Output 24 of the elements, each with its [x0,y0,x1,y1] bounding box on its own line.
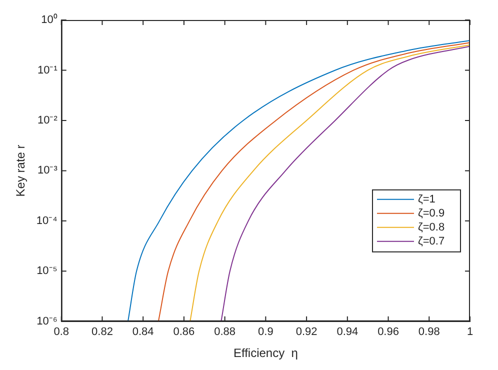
y-tick-label: 10⁻⁴ [36,214,58,227]
y-tick-label: 10⁻⁶ [36,315,58,328]
x-tick-label: 0.94 [336,326,358,338]
x-tick-label: 0.96 [378,326,399,338]
x-tick-label: 0.88 [214,326,236,338]
x-tick-label: 0.86 [173,326,195,338]
y-tick-label: 10⁻² [37,114,58,126]
x-axis-title: Efficiency η [233,346,298,360]
y-tick-label: 10⁻³ [37,164,58,177]
y-axis-title: Key rate r [14,144,28,197]
x-tick-label: 0.9 [258,326,274,338]
x-tick-label: 0.8 [54,326,70,338]
legend-label: ζ=0.9 [418,207,445,220]
y-tick-label: 10⁰ [41,13,58,26]
legend-label: ζ=0.8 [418,221,445,234]
legend-label: ζ=1 [418,193,436,206]
x-tick-label: 0.98 [418,326,440,338]
x-tick-label: 0.92 [296,326,318,338]
y-tick-label: 10⁻¹ [37,64,58,76]
legend-label: ζ=0.7 [418,235,445,248]
x-tick-label: 1 [466,326,474,338]
y-tick-label: 10⁻⁵ [36,265,58,278]
x-tick-label: 0.84 [132,326,154,338]
x-tick-label: 0.82 [92,326,113,338]
